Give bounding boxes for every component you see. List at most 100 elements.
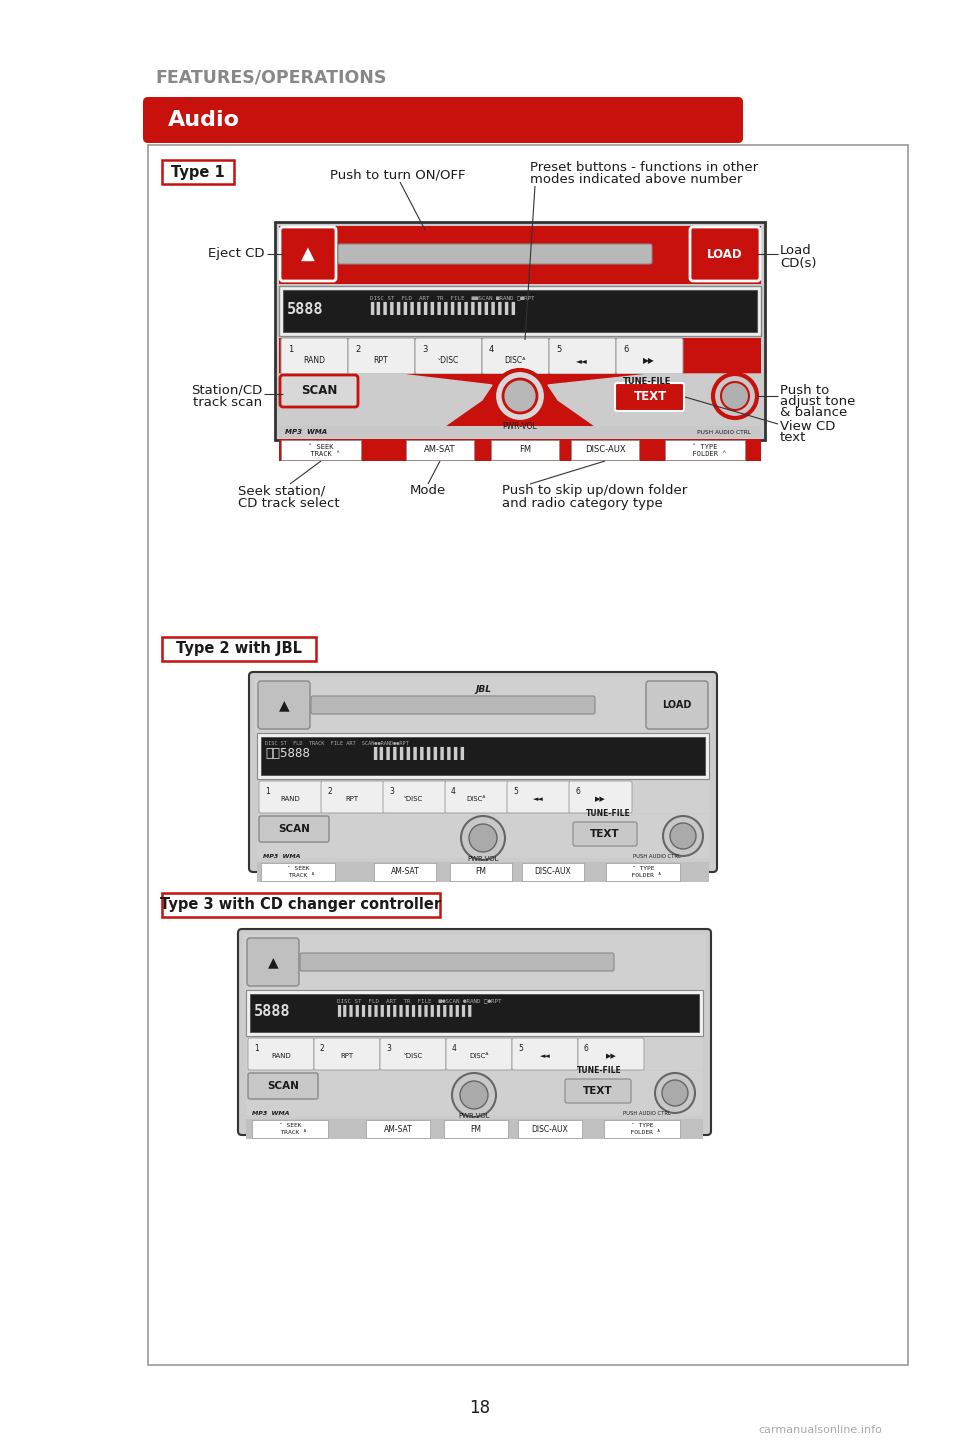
FancyBboxPatch shape — [258, 681, 310, 729]
FancyBboxPatch shape — [281, 338, 348, 374]
Text: RAND: RAND — [280, 796, 300, 802]
Text: FOLDER ᴬ: FOLDER ᴬ — [684, 451, 727, 458]
Polygon shape — [548, 374, 761, 426]
Bar — [252, 1120, 328, 1138]
Text: TUNE-FILE: TUNE-FILE — [586, 809, 631, 818]
Text: PUSH AUDIO CTRL: PUSH AUDIO CTRL — [633, 854, 681, 860]
Bar — [257, 814, 709, 858]
Text: DISC-AUX: DISC-AUX — [532, 1125, 568, 1133]
Bar — [374, 863, 436, 881]
Text: ▶▶: ▶▶ — [643, 356, 655, 364]
FancyBboxPatch shape — [578, 1038, 644, 1070]
Text: ▶▶: ▶▶ — [594, 796, 606, 802]
Text: TEXT: TEXT — [590, 829, 620, 840]
Bar — [162, 893, 440, 917]
FancyBboxPatch shape — [247, 937, 299, 986]
Bar — [250, 994, 699, 1032]
Text: 1: 1 — [254, 1044, 259, 1053]
Text: Load: Load — [780, 243, 812, 256]
Text: DISC-AUX: DISC-AUX — [585, 445, 625, 455]
Text: Mode: Mode — [410, 484, 446, 497]
Text: 5: 5 — [513, 788, 517, 796]
Text: DISC ST  FLD  ART  TR  FILE  ■■SCAN ■RAND □■RPT: DISC ST FLD ART TR FILE ■■SCAN ■RAND □■R… — [370, 295, 535, 300]
Bar — [246, 1119, 703, 1139]
Bar — [257, 863, 709, 881]
Text: DISC ST  FLD  ART  TR  FILE  ■●SCAN ●RAND □●RPT: DISC ST FLD ART TR FILE ■●SCAN ●RAND □●R… — [337, 998, 501, 1004]
Bar — [366, 1120, 430, 1138]
FancyBboxPatch shape — [338, 243, 652, 264]
Text: DISCᴬ: DISCᴬ — [467, 796, 486, 802]
Text: CD(s): CD(s) — [780, 256, 817, 269]
Text: ◄◄: ◄◄ — [533, 796, 543, 802]
Bar — [281, 441, 361, 459]
Text: TRACK ᴬ: TRACK ᴬ — [281, 873, 315, 878]
FancyBboxPatch shape — [690, 228, 760, 281]
Text: PUSH AUDIO CTRL: PUSH AUDIO CTRL — [623, 1112, 671, 1116]
Text: 5: 5 — [556, 346, 562, 354]
FancyBboxPatch shape — [569, 780, 632, 814]
Circle shape — [721, 382, 749, 410]
FancyBboxPatch shape — [383, 780, 446, 814]
Text: MP3  WMA: MP3 WMA — [263, 854, 300, 860]
Text: TUNE-FILE: TUNE-FILE — [623, 377, 671, 386]
Text: 2: 2 — [320, 1044, 324, 1053]
FancyBboxPatch shape — [507, 780, 570, 814]
Text: ▶▶: ▶▶ — [606, 1053, 616, 1058]
FancyBboxPatch shape — [243, 935, 706, 992]
Bar — [518, 1120, 582, 1138]
Text: FM: FM — [470, 1125, 482, 1133]
Text: ˇ TYPE: ˇ TYPE — [631, 1123, 653, 1128]
Bar — [283, 289, 757, 333]
Bar — [444, 1120, 508, 1138]
FancyBboxPatch shape — [238, 929, 711, 1135]
Bar — [279, 439, 761, 461]
FancyBboxPatch shape — [512, 1038, 578, 1070]
Text: ˇ SEEK: ˇ SEEK — [287, 865, 309, 871]
Text: ▌▌▌▌▌▌▌▌▌▌▌▌▌▌: ▌▌▌▌▌▌▌▌▌▌▌▌▌▌ — [373, 747, 468, 760]
Bar — [275, 222, 765, 441]
FancyBboxPatch shape — [311, 696, 595, 714]
FancyBboxPatch shape — [482, 338, 549, 374]
Text: SCAN: SCAN — [278, 824, 310, 834]
FancyBboxPatch shape — [300, 953, 614, 971]
Text: TRACK ᴬ: TRACK ᴬ — [301, 451, 340, 458]
Bar — [606, 863, 680, 881]
FancyBboxPatch shape — [254, 677, 712, 734]
Text: Seek station/: Seek station/ — [238, 484, 325, 497]
Text: AM-SAT: AM-SAT — [424, 445, 456, 455]
Text: 1: 1 — [265, 788, 270, 796]
Text: RPT: RPT — [341, 1053, 353, 1058]
Text: adjust tone: adjust tone — [780, 395, 855, 408]
Text: text: text — [780, 431, 806, 444]
Circle shape — [713, 374, 757, 418]
Bar — [261, 737, 705, 775]
Text: and radio category type: and radio category type — [502, 497, 662, 510]
Text: RPT: RPT — [346, 796, 359, 802]
Text: Push to: Push to — [780, 384, 829, 397]
Text: ▌▌▌▌▌▌▌▌▌▌▌▌▌▌▌▌▌▌▌▌▌▌: ▌▌▌▌▌▌▌▌▌▌▌▌▌▌▌▌▌▌▌▌▌▌ — [337, 1004, 474, 1015]
FancyBboxPatch shape — [249, 672, 717, 873]
FancyBboxPatch shape — [646, 681, 708, 729]
Text: 2: 2 — [355, 346, 360, 354]
Text: PWR-VOL: PWR-VOL — [458, 1113, 490, 1119]
Text: Eject CD: Eject CD — [208, 248, 265, 261]
Bar — [162, 160, 234, 184]
FancyBboxPatch shape — [380, 1038, 446, 1070]
Text: View CD: View CD — [780, 420, 835, 433]
Bar — [604, 1120, 680, 1138]
Bar — [491, 441, 559, 459]
Circle shape — [460, 1081, 488, 1109]
Text: 6: 6 — [623, 346, 629, 354]
Bar — [279, 374, 761, 426]
Circle shape — [494, 370, 546, 422]
Text: TRACK ᴬ: TRACK ᴬ — [274, 1130, 307, 1135]
Text: ▲: ▲ — [278, 698, 289, 711]
Text: TEXT: TEXT — [583, 1086, 612, 1096]
Bar — [279, 226, 761, 284]
FancyBboxPatch shape — [248, 1038, 314, 1070]
Circle shape — [503, 379, 537, 413]
Bar — [450, 863, 512, 881]
Text: 6: 6 — [584, 1044, 588, 1053]
Bar — [279, 338, 761, 374]
Text: 3: 3 — [386, 1044, 391, 1053]
